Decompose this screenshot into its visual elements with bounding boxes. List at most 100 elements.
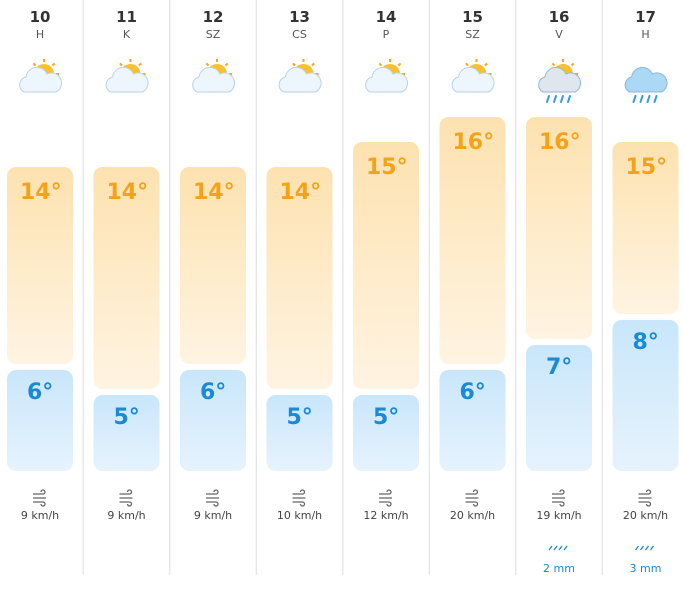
day-number: 11 — [116, 8, 137, 26]
cloud — [19, 66, 63, 93]
low-label: 5° — [114, 405, 140, 430]
sun-ray — [551, 62, 556, 67]
precip-mark — [553, 545, 558, 551]
sun-ray — [570, 62, 575, 67]
wind-lines — [638, 489, 652, 507]
day-number: 16 — [549, 8, 570, 26]
wind-icon — [552, 489, 565, 507]
wind-icon — [379, 489, 392, 507]
low-bar — [353, 395, 419, 471]
high-bar — [7, 167, 73, 364]
cloud — [624, 66, 668, 93]
weather-icon — [451, 59, 495, 93]
wind-speed: 20 km/h — [623, 509, 668, 522]
high-label: 16° — [539, 130, 581, 155]
wind-lines — [292, 489, 306, 507]
low-label: 6° — [27, 380, 53, 405]
day-number: 12 — [203, 8, 224, 26]
sun-ray — [292, 62, 296, 67]
high-label: 15° — [366, 155, 408, 180]
wind-lines — [206, 489, 219, 507]
wind-lines — [33, 489, 46, 507]
high-bar — [266, 167, 333, 389]
wind-speed: 19 km/h — [536, 509, 581, 522]
low-bar — [612, 320, 679, 471]
weekday: CS — [292, 28, 307, 41]
precip-mark — [644, 545, 650, 551]
sun-ray — [205, 62, 210, 67]
wind-icon — [638, 489, 652, 507]
high-label: 15° — [626, 155, 668, 180]
weekday: H — [36, 28, 44, 41]
weather-icon — [105, 59, 149, 93]
wind-lines — [119, 489, 133, 507]
rain-drop — [560, 95, 564, 103]
rain-drop — [646, 95, 651, 103]
high-bar — [353, 142, 419, 389]
rain-drop — [639, 95, 644, 103]
high-bar — [93, 167, 160, 389]
cloud — [105, 66, 149, 93]
wind-speed: 12 km/h — [363, 509, 408, 522]
wind-lines — [465, 489, 479, 507]
high-label: 16° — [453, 130, 495, 155]
high-bar — [526, 117, 592, 339]
wind-speed: 10 km/h — [277, 509, 322, 522]
precipitation: 3 mm — [630, 562, 662, 575]
precip-icon — [548, 545, 568, 551]
rain-drop — [546, 95, 550, 103]
day-number: 13 — [289, 8, 310, 26]
wind-icon — [465, 489, 479, 507]
sun-ray — [397, 62, 402, 67]
low-label: 5° — [287, 405, 313, 430]
wind-speed: 9 km/h — [107, 509, 145, 522]
day-number: 10 — [30, 8, 51, 26]
precip-mark — [649, 545, 655, 551]
low-bar — [266, 395, 333, 471]
high-label: 14° — [107, 180, 149, 205]
cloud — [278, 66, 322, 93]
low-label: 6° — [200, 380, 226, 405]
day-number: 14 — [376, 8, 397, 26]
wind-speed: 9 km/h — [21, 509, 59, 522]
low-label: 8° — [633, 330, 659, 355]
cloud — [192, 66, 236, 93]
low-bar — [526, 345, 592, 471]
low-bar — [93, 395, 160, 471]
wind-speed: 20 km/h — [450, 509, 495, 522]
sun-ray — [465, 62, 469, 67]
cloud — [365, 66, 409, 93]
sun-ray — [378, 62, 383, 67]
precip-mark — [639, 545, 645, 551]
precip-mark — [558, 545, 563, 551]
day-number: 17 — [635, 8, 656, 26]
low-label: 7° — [546, 355, 572, 380]
rain-drop — [632, 95, 637, 103]
low-bar — [439, 370, 506, 471]
precip-mark — [563, 545, 568, 551]
weather-icon — [278, 59, 322, 93]
cloud — [451, 66, 495, 93]
weekday: H — [641, 28, 649, 41]
high-bar — [180, 167, 246, 364]
weekday: P — [383, 28, 390, 41]
sun-ray — [484, 62, 488, 67]
weather-icon — [192, 59, 236, 93]
weekday: K — [123, 28, 131, 41]
rain-drop — [653, 95, 658, 103]
rain-drop — [567, 95, 571, 103]
weekday: SZ — [465, 28, 480, 41]
low-bar — [7, 370, 73, 471]
wind-icon — [33, 489, 46, 507]
wind-speed: 9 km/h — [194, 509, 232, 522]
weather-icon — [624, 66, 668, 103]
weekday: V — [555, 28, 563, 41]
high-label: 14° — [280, 180, 322, 205]
sun-ray — [119, 62, 123, 67]
low-bar — [180, 370, 246, 471]
high-bar — [612, 142, 679, 314]
wind-lines — [552, 489, 565, 507]
sun-ray — [138, 62, 142, 67]
